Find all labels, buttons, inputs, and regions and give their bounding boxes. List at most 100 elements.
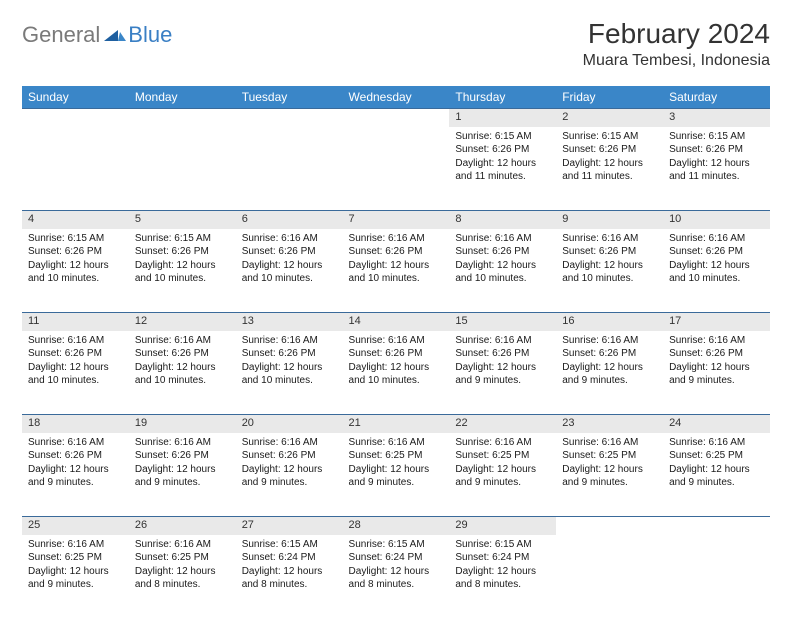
day-number: 3: [669, 111, 675, 123]
day-text: Daylight: 12 hours and 8 minutes.: [349, 565, 444, 592]
weekday-header-row: Sunday Monday Tuesday Wednesday Thursday…: [22, 86, 770, 109]
day-number: 22: [455, 417, 467, 429]
day-text: Daylight: 12 hours and 10 minutes.: [28, 259, 123, 286]
day-text: Daylight: 12 hours and 10 minutes.: [242, 259, 337, 286]
day-detail-cell: Sunrise: 6:15 AMSunset: 6:26 PMDaylight:…: [22, 229, 129, 313]
day-number-cell: 21: [343, 415, 450, 433]
daynum-row: 45678910: [22, 211, 770, 229]
day-number: 17: [669, 315, 681, 327]
sunset-text: Sunset: 6:26 PM: [242, 449, 337, 463]
day-text: Daylight: 12 hours and 9 minutes.: [242, 463, 337, 490]
day-text: Daylight: 12 hours and 10 minutes.: [349, 259, 444, 286]
day-text: Daylight: 12 hours and 11 minutes.: [669, 157, 764, 184]
day-detail-cell: Sunrise: 6:16 AMSunset: 6:26 PMDaylight:…: [343, 331, 450, 415]
weekday-header: Thursday: [449, 86, 556, 109]
day-text: Daylight: 12 hours and 8 minutes.: [455, 565, 550, 592]
sunset-text: Sunset: 6:26 PM: [455, 143, 550, 157]
day-detail-cell: [343, 127, 450, 211]
day-text: Daylight: 12 hours and 11 minutes.: [562, 157, 657, 184]
sunset-text: Sunset: 6:26 PM: [242, 245, 337, 259]
sunrise-text: Sunrise: 6:16 AM: [669, 334, 764, 348]
sunrise-text: Sunrise: 6:16 AM: [562, 436, 657, 450]
day-text: Daylight: 12 hours and 10 minutes.: [562, 259, 657, 286]
day-detail-cell: Sunrise: 6:16 AMSunset: 6:25 PMDaylight:…: [343, 433, 450, 517]
sunrise-text: Sunrise: 6:15 AM: [28, 232, 123, 246]
day-detail-cell: Sunrise: 6:15 AMSunset: 6:26 PMDaylight:…: [556, 127, 663, 211]
day-number-cell: 15: [449, 313, 556, 331]
day-number: 21: [349, 417, 361, 429]
day-detail-cell: Sunrise: 6:16 AMSunset: 6:26 PMDaylight:…: [449, 331, 556, 415]
sunrise-text: Sunrise: 6:16 AM: [28, 334, 123, 348]
sunrise-text: Sunrise: 6:16 AM: [455, 436, 550, 450]
day-detail-cell: Sunrise: 6:16 AMSunset: 6:26 PMDaylight:…: [663, 229, 770, 313]
day-detail-cell: Sunrise: 6:15 AMSunset: 6:24 PMDaylight:…: [236, 535, 343, 619]
daynum-row: 18192021222324: [22, 415, 770, 433]
day-number-cell: 7: [343, 211, 450, 229]
sunrise-text: Sunrise: 6:16 AM: [242, 232, 337, 246]
day-number-cell: 28: [343, 517, 450, 535]
daynum-row: 11 12 1314 15 16 17: [22, 313, 770, 331]
sunrise-text: Sunrise: 6:15 AM: [135, 232, 230, 246]
day-text: Daylight: 12 hours and 9 minutes.: [562, 463, 657, 490]
day-text: Daylight: 12 hours and 9 minutes.: [455, 463, 550, 490]
day-number: 27: [242, 519, 254, 531]
sunrise-text: Sunrise: 6:16 AM: [562, 232, 657, 246]
day-detail-cell: Sunrise: 6:16 AMSunset: 6:26 PMDaylight:…: [236, 433, 343, 517]
sunset-text: Sunset: 6:26 PM: [349, 347, 444, 361]
sunset-text: Sunset: 6:26 PM: [28, 449, 123, 463]
sunset-text: Sunset: 6:24 PM: [242, 551, 337, 565]
detail-row: Sunrise: 6:16 AMSunset: 6:26 PMDaylight:…: [22, 331, 770, 415]
sunrise-text: Sunrise: 6:15 AM: [669, 130, 764, 144]
weekday-header: Tuesday: [236, 86, 343, 109]
day-number-cell: 13: [236, 313, 343, 331]
sunrise-text: Sunrise: 6:16 AM: [28, 538, 123, 552]
daynum-row: 123: [22, 109, 770, 127]
day-text: Daylight: 12 hours and 9 minutes.: [669, 463, 764, 490]
day-number: 7: [349, 213, 355, 225]
logo-mark-icon: [104, 25, 126, 46]
detail-row: Sunrise: 6:15 AMSunset: 6:26 PMDaylight:…: [22, 229, 770, 313]
day-number-cell: 19: [129, 415, 236, 433]
day-number: 16: [562, 315, 574, 327]
sunrise-text: Sunrise: 6:16 AM: [242, 436, 337, 450]
sunset-text: Sunset: 6:26 PM: [242, 347, 337, 361]
day-detail-cell: Sunrise: 6:16 AMSunset: 6:25 PMDaylight:…: [663, 433, 770, 517]
header: General Blue February 2024 Muara Tembesi…: [22, 18, 770, 70]
day-detail-cell: [556, 535, 663, 619]
sunset-text: Sunset: 6:26 PM: [135, 245, 230, 259]
sunset-text: Sunset: 6:26 PM: [669, 245, 764, 259]
weekday-header: Sunday: [22, 86, 129, 109]
sunset-text: Sunset: 6:26 PM: [455, 245, 550, 259]
day-number-cell: 17: [663, 313, 770, 331]
day-number: 12: [135, 315, 147, 327]
day-number-cell: 26: [129, 517, 236, 535]
day-detail-cell: Sunrise: 6:16 AMSunset: 6:25 PMDaylight:…: [22, 535, 129, 619]
day-text: Daylight: 12 hours and 9 minutes.: [28, 565, 123, 592]
day-detail-cell: Sunrise: 6:15 AMSunset: 6:24 PMDaylight:…: [343, 535, 450, 619]
sunset-text: Sunset: 6:26 PM: [562, 347, 657, 361]
day-number-cell: 14: [343, 313, 450, 331]
sunrise-text: Sunrise: 6:16 AM: [135, 436, 230, 450]
weekday-header: Monday: [129, 86, 236, 109]
sunset-text: Sunset: 6:26 PM: [562, 245, 657, 259]
day-number-cell: [556, 517, 663, 535]
detail-row: Sunrise: 6:15 AMSunset: 6:26 PMDaylight:…: [22, 127, 770, 211]
day-detail-cell: Sunrise: 6:15 AMSunset: 6:26 PMDaylight:…: [449, 127, 556, 211]
day-detail-cell: Sunrise: 6:16 AMSunset: 6:26 PMDaylight:…: [22, 433, 129, 517]
day-number-cell: [663, 517, 770, 535]
day-number: 15: [455, 315, 467, 327]
day-detail-cell: [663, 535, 770, 619]
detail-row: Sunrise: 6:16 AMSunset: 6:26 PMDaylight:…: [22, 433, 770, 517]
sunset-text: Sunset: 6:26 PM: [669, 143, 764, 157]
day-number-cell: 2: [556, 109, 663, 127]
day-detail-cell: Sunrise: 6:15 AMSunset: 6:24 PMDaylight:…: [449, 535, 556, 619]
sunrise-text: Sunrise: 6:16 AM: [455, 334, 550, 348]
sunrise-text: Sunrise: 6:15 AM: [455, 538, 550, 552]
day-number-cell: [236, 109, 343, 127]
day-number-cell: 11: [22, 313, 129, 331]
title-block: February 2024 Muara Tembesi, Indonesia: [583, 18, 770, 70]
day-number: 24: [669, 417, 681, 429]
day-number-cell: 4: [22, 211, 129, 229]
day-number-cell: 6: [236, 211, 343, 229]
day-number: 23: [562, 417, 574, 429]
